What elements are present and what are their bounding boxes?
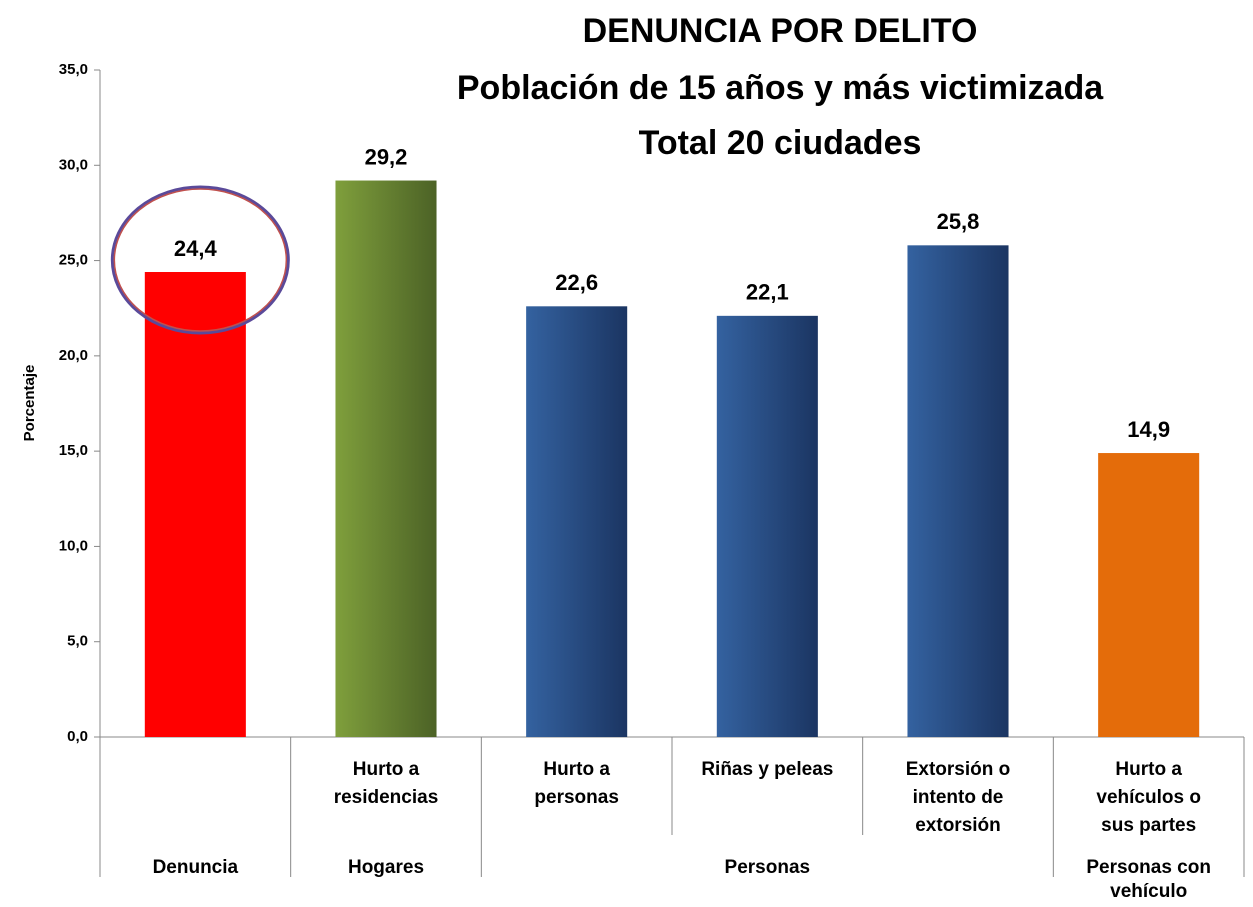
y-tick-label: 5,0 xyxy=(67,633,88,650)
x-tick-label: Hurto a xyxy=(353,759,420,780)
group-label: Personas con xyxy=(1086,857,1211,878)
chart-title: Total 20 ciudades xyxy=(639,124,922,162)
x-tick-label: sus partes xyxy=(1101,815,1196,836)
x-tick-label: personas xyxy=(534,787,618,808)
chart-title: Población de 15 años y más victimizada xyxy=(457,69,1104,107)
bar xyxy=(526,306,628,737)
y-tick-label: 0,0 xyxy=(67,728,88,745)
data-label: 25,8 xyxy=(937,209,980,234)
y-tick-label: 25,0 xyxy=(59,252,88,269)
data-label: 22,6 xyxy=(555,270,598,295)
group-label: Hogares xyxy=(348,857,424,878)
bar xyxy=(144,272,246,737)
group-label: Personas xyxy=(725,857,811,878)
data-label: 24,4 xyxy=(174,236,218,261)
y-axis-label: Porcentaje xyxy=(21,365,38,442)
chart-title: DENUNCIA POR DELITO xyxy=(583,12,978,50)
highlight-ellipse xyxy=(113,188,288,332)
x-tick-label: Extorsión o xyxy=(906,759,1011,780)
x-tick-label: Hurto a xyxy=(1115,759,1182,780)
y-tick-label: 10,0 xyxy=(59,537,88,554)
group-label: vehículo xyxy=(1110,881,1187,902)
bar xyxy=(335,180,437,737)
x-tick-label: residencias xyxy=(334,787,439,808)
data-label: 22,1 xyxy=(746,280,789,305)
x-tick-label: Hurto a xyxy=(543,759,610,780)
bar xyxy=(907,245,1009,737)
data-label: 29,2 xyxy=(365,144,408,169)
y-tick-label: 35,0 xyxy=(59,61,88,78)
x-tick-label: vehículos o xyxy=(1096,787,1201,808)
y-tick-label: 15,0 xyxy=(59,442,88,459)
y-tick-label: 30,0 xyxy=(59,156,88,173)
group-label: Denuncia xyxy=(153,857,239,878)
bar xyxy=(1098,453,1200,737)
x-tick-label: intento de xyxy=(913,787,1004,808)
y-tick-label: 20,0 xyxy=(59,347,88,364)
highlight-ellipse xyxy=(110,185,290,335)
x-tick-label: extorsión xyxy=(915,815,1001,836)
data-label: 14,9 xyxy=(1127,417,1170,442)
x-tick-label: Riñas y peleas xyxy=(701,759,833,780)
bar xyxy=(716,315,818,737)
